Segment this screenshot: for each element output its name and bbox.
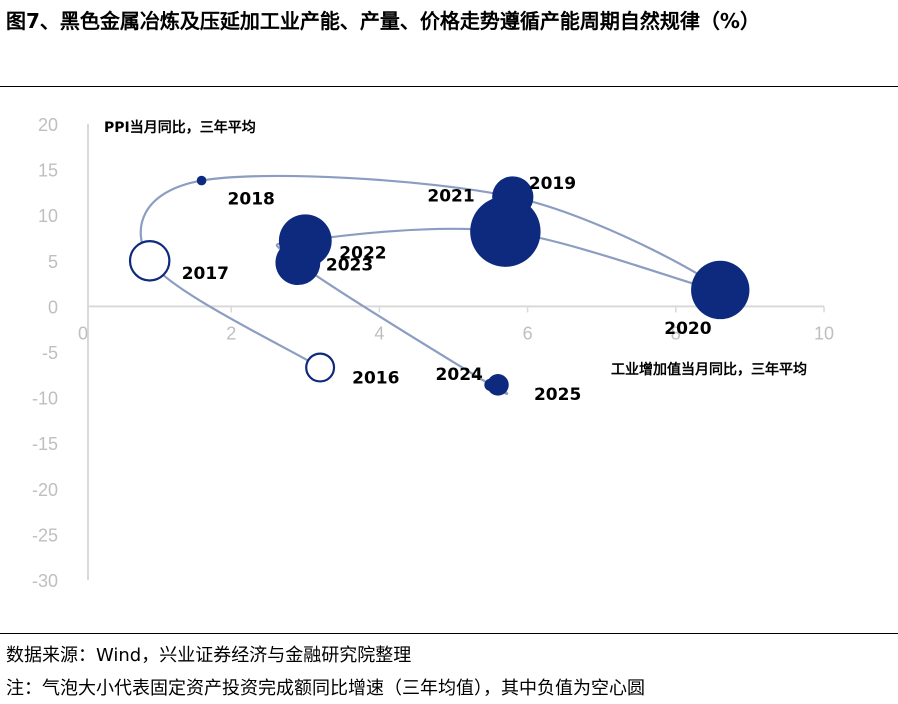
x-tick-label: 6 [523,323,533,343]
y-tick-label: -15 [32,434,58,454]
bubble-2018 [196,175,207,186]
x-axis-title: 工业增加值当月同比，三年平均 [611,361,807,378]
footer-divider [0,633,898,634]
x-tick-label: 0 [78,323,88,343]
source-note: 数据来源：Wind，兴业证券经济与金融研究院整理 [6,645,412,666]
year-label-2025: 2025 [534,385,581,405]
tick-labels: 20 15 10 5 0 -5 -10 -15 -20 -25 -30 0 2 4 6 8 10 [32,115,834,591]
year-label-2023: 2023 [326,256,373,276]
year-label-2021: 2021 [427,187,474,207]
y-tick-label: 15 [38,161,58,181]
y-tick-label: 5 [48,252,58,272]
year-label-2018: 2018 [228,190,275,210]
y-tick-label: 0 [48,297,58,317]
bubble-2016 [305,352,336,383]
bubble-2019 [492,176,534,218]
bubble-2024 [484,378,497,392]
y-tick-label: 10 [38,206,58,226]
bubble-2017 [128,240,171,282]
title-divider [0,86,898,87]
y-tick-label: -5 [42,343,58,363]
year-label-2019: 2019 [529,174,576,194]
bubble-size-note: 注：气泡大小代表固定资产投资完成额同比增速（三年均值），其中负值为空心圆 [6,678,645,699]
year-label-2016: 2016 [352,369,399,389]
bubbles [128,175,750,396]
chart-title: 图7、黑色金属冶炼及压延加工业产能、产量、价格走势遵循产能周期自然规律（%） [6,9,760,33]
x-tick-label: 10 [814,323,834,343]
bubble-2023 [275,240,321,286]
x-tick-label: 4 [374,323,384,343]
y-axis-title: PPI当月同比，三年平均 [104,119,256,136]
y-tick-label: -10 [32,389,58,409]
x-tick-label: 2 [226,323,236,343]
year-label-2017: 2017 [182,264,229,284]
year-label-2022: 2022 [339,244,386,264]
y-tick-label: -25 [32,525,58,545]
bubble-2020 [691,260,750,320]
y-tick-label: -20 [32,480,58,500]
y-tick-label: -30 [32,571,58,591]
x-tick-label: 8 [671,323,681,343]
y-tick-label: 20 [38,115,58,135]
year-label-2024: 2024 [436,365,483,385]
year-label-2020: 2020 [664,319,711,339]
